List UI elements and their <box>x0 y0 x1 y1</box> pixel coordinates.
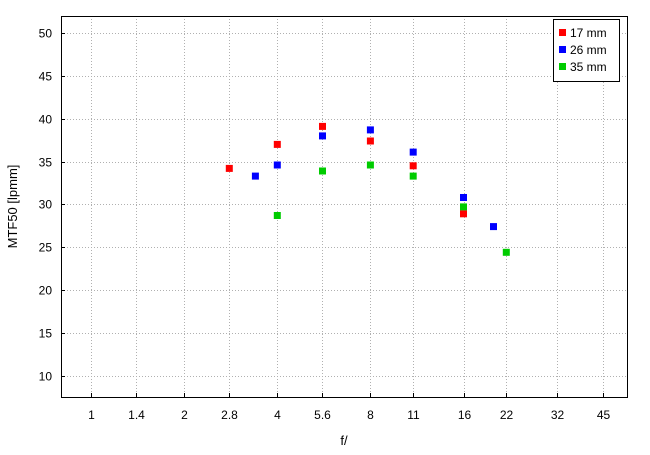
legend-marker <box>559 63 566 70</box>
data-point-series-1 <box>409 162 417 170</box>
data-point-series-3 <box>366 161 374 169</box>
legend-label: 35 mm <box>570 60 607 74</box>
legend-marker <box>559 46 566 53</box>
data-point-series-2 <box>273 161 281 169</box>
x-tick-label: 2.8 <box>221 408 238 422</box>
data-point-series-1 <box>319 122 326 130</box>
y-tick-label: 10 <box>39 370 53 384</box>
y-tick-label: 45 <box>39 70 53 84</box>
x-tick-label: 8 <box>367 408 374 422</box>
y-tick-label: 15 <box>39 327 53 341</box>
data-point-series-3 <box>502 248 510 256</box>
data-point-series-2 <box>490 223 497 231</box>
x-tick-label: 1 <box>88 408 95 422</box>
data-point-series-1 <box>225 164 233 172</box>
x-tick-label: 2 <box>181 408 188 422</box>
data-point-series-2 <box>366 126 374 134</box>
y-tick-label: 40 <box>39 113 53 127</box>
data-point-series-1 <box>460 210 467 218</box>
y-tick-label: 35 <box>39 156 53 170</box>
data-point-series-3 <box>409 172 417 180</box>
plot-frame <box>61 16 628 398</box>
x-tick-label: 1.4 <box>128 408 145 422</box>
data-point-series-2 <box>251 172 259 180</box>
x-tick-label: 5.6 <box>314 408 331 422</box>
x-tick-label: 32 <box>551 408 565 422</box>
y-axis-label: MTF50 [lpmm] <box>5 165 20 249</box>
legend-marker <box>559 29 566 36</box>
points-layer <box>225 122 510 256</box>
y-tick-label: 30 <box>39 198 53 212</box>
legend-label: 17 mm <box>570 26 607 40</box>
data-point-series-3 <box>460 203 467 211</box>
x-tick-label: 22 <box>500 408 514 422</box>
data-point-series-3 <box>273 212 281 219</box>
legend-label: 26 mm <box>570 43 607 57</box>
legend: 17 mm 26 mm 35 mm <box>553 19 620 82</box>
data-point-series-1 <box>273 140 281 148</box>
data-point-series-2 <box>319 132 326 140</box>
tick-layer: 1 1.4 2 2.8 4 5.6 8 11 16 22 32 45 10 15 20 25 30 35 40 45 5… <box>39 27 611 423</box>
x-tick-label: 16 <box>458 408 472 422</box>
data-point-series-2 <box>409 148 417 156</box>
y-tick-label: 20 <box>39 284 53 298</box>
y-tick-label: 50 <box>39 27 53 41</box>
data-point-series-1 <box>366 137 374 145</box>
y-tick-label: 25 <box>39 241 53 255</box>
data-point-series-2 <box>460 194 467 201</box>
x-tick-label: 45 <box>597 408 611 422</box>
x-tick-label: 11 <box>407 408 420 422</box>
x-tick-label: 4 <box>274 408 281 422</box>
grid-layer <box>61 16 627 397</box>
data-point-series-3 <box>319 167 326 175</box>
x-axis-label: f/ <box>340 433 348 448</box>
legend-items: 17 mm 26 mm 35 mm <box>559 26 607 74</box>
